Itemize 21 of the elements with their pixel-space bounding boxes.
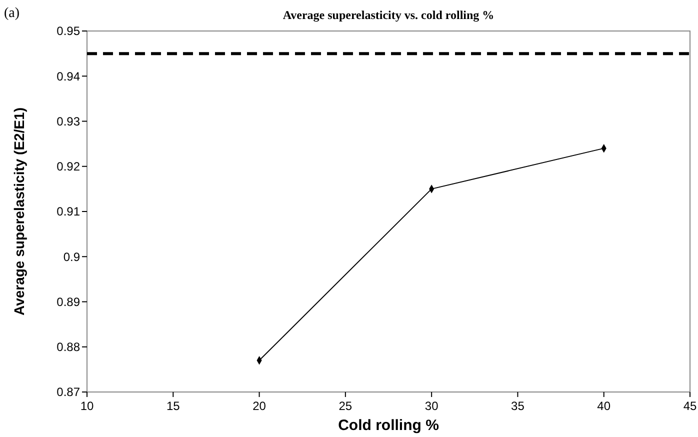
y-tick-label: 0.95: [56, 24, 80, 38]
y-tick-label: 0.91: [56, 204, 80, 219]
text: (a): [4, 6, 20, 21]
y-tick-label: 0.88: [56, 340, 80, 354]
x-tick-label: 45: [683, 399, 697, 413]
x-tick-label: 20: [252, 399, 266, 413]
y-tick-label: 0.89: [56, 294, 80, 309]
x-tick-label: 10: [80, 399, 94, 413]
y-tick-label: 0.94: [56, 69, 80, 84]
y-tick-label: 0.92: [56, 160, 80, 174]
x-tick-label: 40: [597, 399, 611, 413]
x-tick-label: 25: [338, 399, 352, 413]
y-tick-label: 0.9: [63, 250, 80, 264]
y-axis-title: Average superelasticity (E2/E1): [11, 107, 27, 316]
x-tick-label: 35: [511, 399, 525, 413]
x-tick-label: 15: [166, 399, 180, 413]
x-axis-title: Cold rolling %: [338, 417, 439, 434]
chart-title: Average superelasticity vs. cold rolling %: [282, 8, 494, 22]
y-tick-label: 0.93: [56, 114, 80, 128]
y-tick-label: 0.87: [56, 385, 80, 400]
x-tick-label: 30: [424, 399, 439, 413]
